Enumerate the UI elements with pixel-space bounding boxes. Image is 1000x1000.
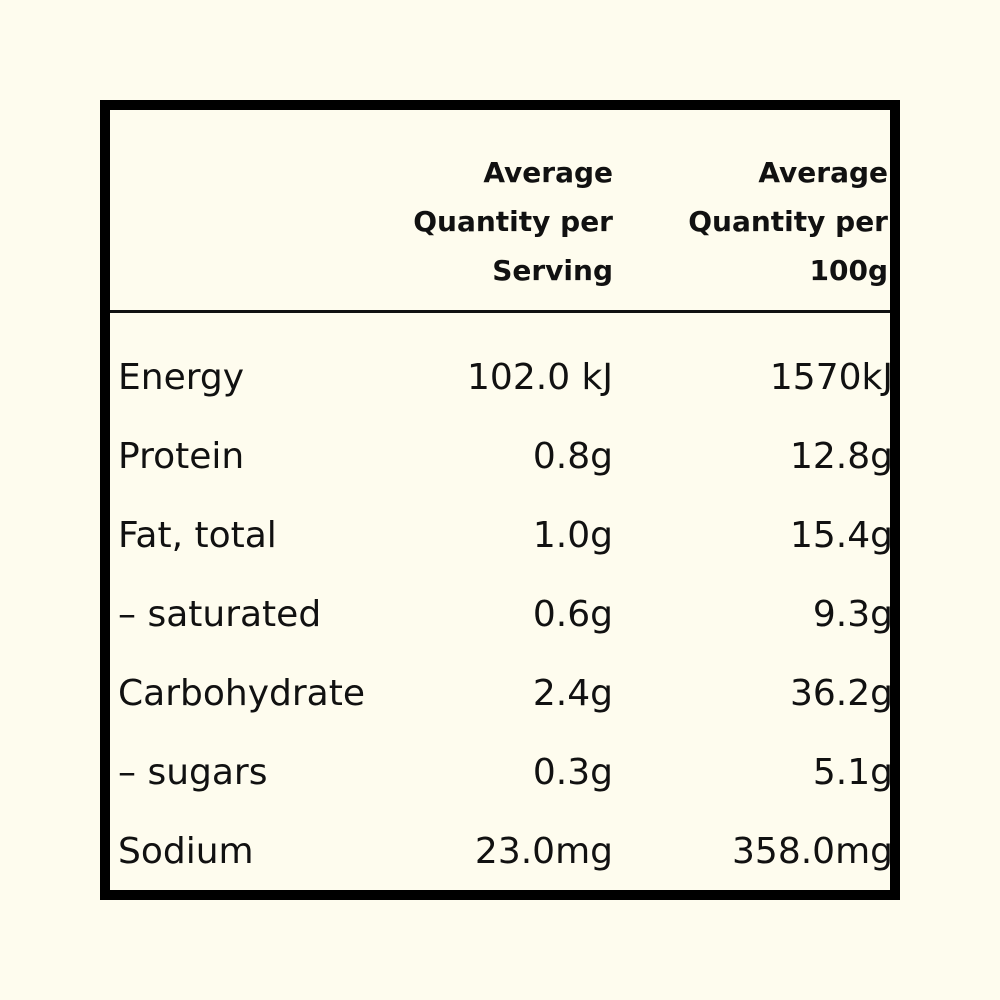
table-row: Sodium 23.0mg 358.0mg [110,812,893,891]
per-serving-value: 1.0g [532,515,613,556]
nutrient-label: Sodium [118,831,254,872]
per-100g-value: 1570kJ [769,357,893,398]
per-100g-value: 5.1g [812,752,893,793]
per-serving-value: 102.0 kJ [467,357,613,398]
table-row: Carbohydrate 2.4g 36.2g [110,654,893,733]
table-row: – sugars 0.3g 5.1g [110,733,893,812]
table-row: Energy 102.0 kJ 1570kJ [110,338,893,417]
nutrient-label: Energy [118,357,245,398]
per-serving-value: 0.3g [532,752,613,793]
table-row: Protein 0.8g 12.8g [110,417,893,496]
table-row: Fat, total 1.0g 15.4g [110,496,893,575]
table-row: – saturated 0.6g 9.3g [110,575,893,654]
nutrient-label: Fat, total [118,515,277,556]
nutrient-label: Carbohydrate [118,673,365,714]
nutrient-label: – sugars [118,752,268,793]
per-100g-value: 12.8g [789,436,893,477]
nutrient-label: Protein [118,436,245,477]
per-100g-value: 358.0mg [732,831,893,872]
per-serving-value: 2.4g [532,673,613,714]
nutrition-table: Average Quantity per Serving Average Qua… [100,100,900,900]
per-100g-value: 15.4g [789,515,893,556]
header-per-100g: Average Quantity per 100g [688,156,888,287]
header-per-serving: Average Quantity per Serving [413,156,613,287]
per-serving-value: 23.0mg [474,831,613,872]
per-serving-value: 0.8g [532,436,613,477]
table-header: Average Quantity per Serving Average Qua… [110,110,890,313]
nutrient-label: – saturated [118,594,322,635]
per-serving-value: 0.6g [532,594,613,635]
per-100g-value: 36.2g [789,673,893,714]
per-100g-value: 9.3g [812,594,893,635]
